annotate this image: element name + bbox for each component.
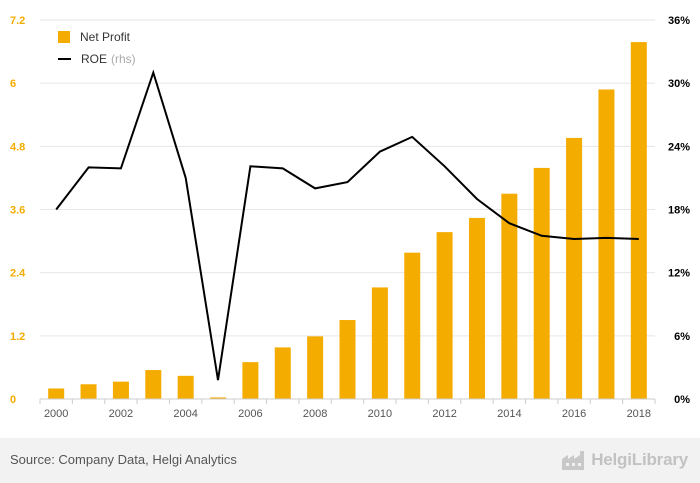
right-axis-tick-label: 36% — [668, 15, 690, 27]
right-axis-tick-label: 18% — [668, 205, 690, 217]
legend: Net Profit ROE (rhs) — [58, 26, 136, 70]
legend-item-net-profit: Net Profit — [58, 26, 136, 48]
roe-line — [55, 69, 639, 381]
left-axis-tick-label: 6 — [10, 78, 16, 90]
bar — [404, 252, 421, 399]
x-axis-tick-label: 2018 — [627, 408, 651, 420]
legend-bar-swatch — [58, 31, 70, 43]
left-axis-tick-label: 1.2 — [10, 331, 25, 343]
bar — [145, 370, 162, 399]
bar — [80, 384, 97, 399]
x-axis-tick-label: 2016 — [562, 408, 586, 420]
bar — [48, 388, 65, 399]
bar — [371, 287, 388, 399]
legend-net-profit-label: Net Profit — [80, 30, 131, 44]
bar — [566, 137, 583, 399]
source-text: Source: Company Data, Helgi Analytics — [10, 452, 237, 467]
x-axis-tick-label: 2008 — [303, 408, 327, 420]
x-axis-tick-label: 2000 — [44, 408, 68, 420]
x-axis-tick-label: 2010 — [368, 408, 392, 420]
bar — [242, 362, 259, 399]
legend-line-swatch — [58, 58, 71, 60]
bar — [501, 193, 518, 399]
x-axis-tick-label: 2004 — [173, 408, 197, 420]
left-axis-tick-label: 2.4 — [10, 268, 26, 280]
right-axis-tick-label: 30% — [668, 78, 690, 90]
x-axis-tick-label: 2012 — [432, 408, 456, 420]
brand-name: HelgiLibrary — [591, 450, 688, 469]
x-axis-tick-label: 2006 — [238, 408, 262, 420]
legend-roe-label: ROE — [81, 52, 108, 66]
left-axis-tick-label: 4.8 — [10, 141, 25, 153]
bar — [533, 167, 550, 399]
right-axis-tick-label: 0% — [674, 394, 690, 406]
bar — [177, 375, 194, 399]
brand-logo: HelgiLibrary — [561, 448, 688, 472]
right-axis-tick-label: 24% — [668, 141, 690, 153]
footer: Source: Company Data, Helgi Analytics He… — [0, 438, 700, 483]
legend-item-roe: ROE (rhs) — [58, 48, 136, 70]
bar — [436, 232, 453, 399]
chart: 0 1.2 2.4 3.6 4.8 6 7.2 0% 6% 12% 18% 24% 30% 36% 2000… — [10, 15, 690, 420]
bar — [112, 381, 129, 399]
x-axis-tick-label: 2014 — [497, 408, 521, 420]
bar — [339, 320, 356, 399]
factory-icon — [562, 451, 585, 470]
left-axis-tick-label: 7.2 — [10, 15, 25, 27]
bar — [468, 217, 485, 399]
bar — [630, 42, 647, 399]
right-axis-tick-label: 6% — [674, 331, 690, 343]
right-axis-tick-label: 12% — [668, 268, 690, 280]
left-axis-tick-label: 3.6 — [10, 205, 25, 217]
left-axis-tick-label: 0 — [10, 394, 16, 406]
bar — [307, 336, 324, 399]
bar — [210, 397, 227, 399]
x-axis-tick-label: 2002 — [109, 408, 133, 420]
bar — [274, 347, 291, 399]
bar — [598, 89, 615, 399]
legend-rhs-label: (rhs) — [111, 52, 136, 66]
